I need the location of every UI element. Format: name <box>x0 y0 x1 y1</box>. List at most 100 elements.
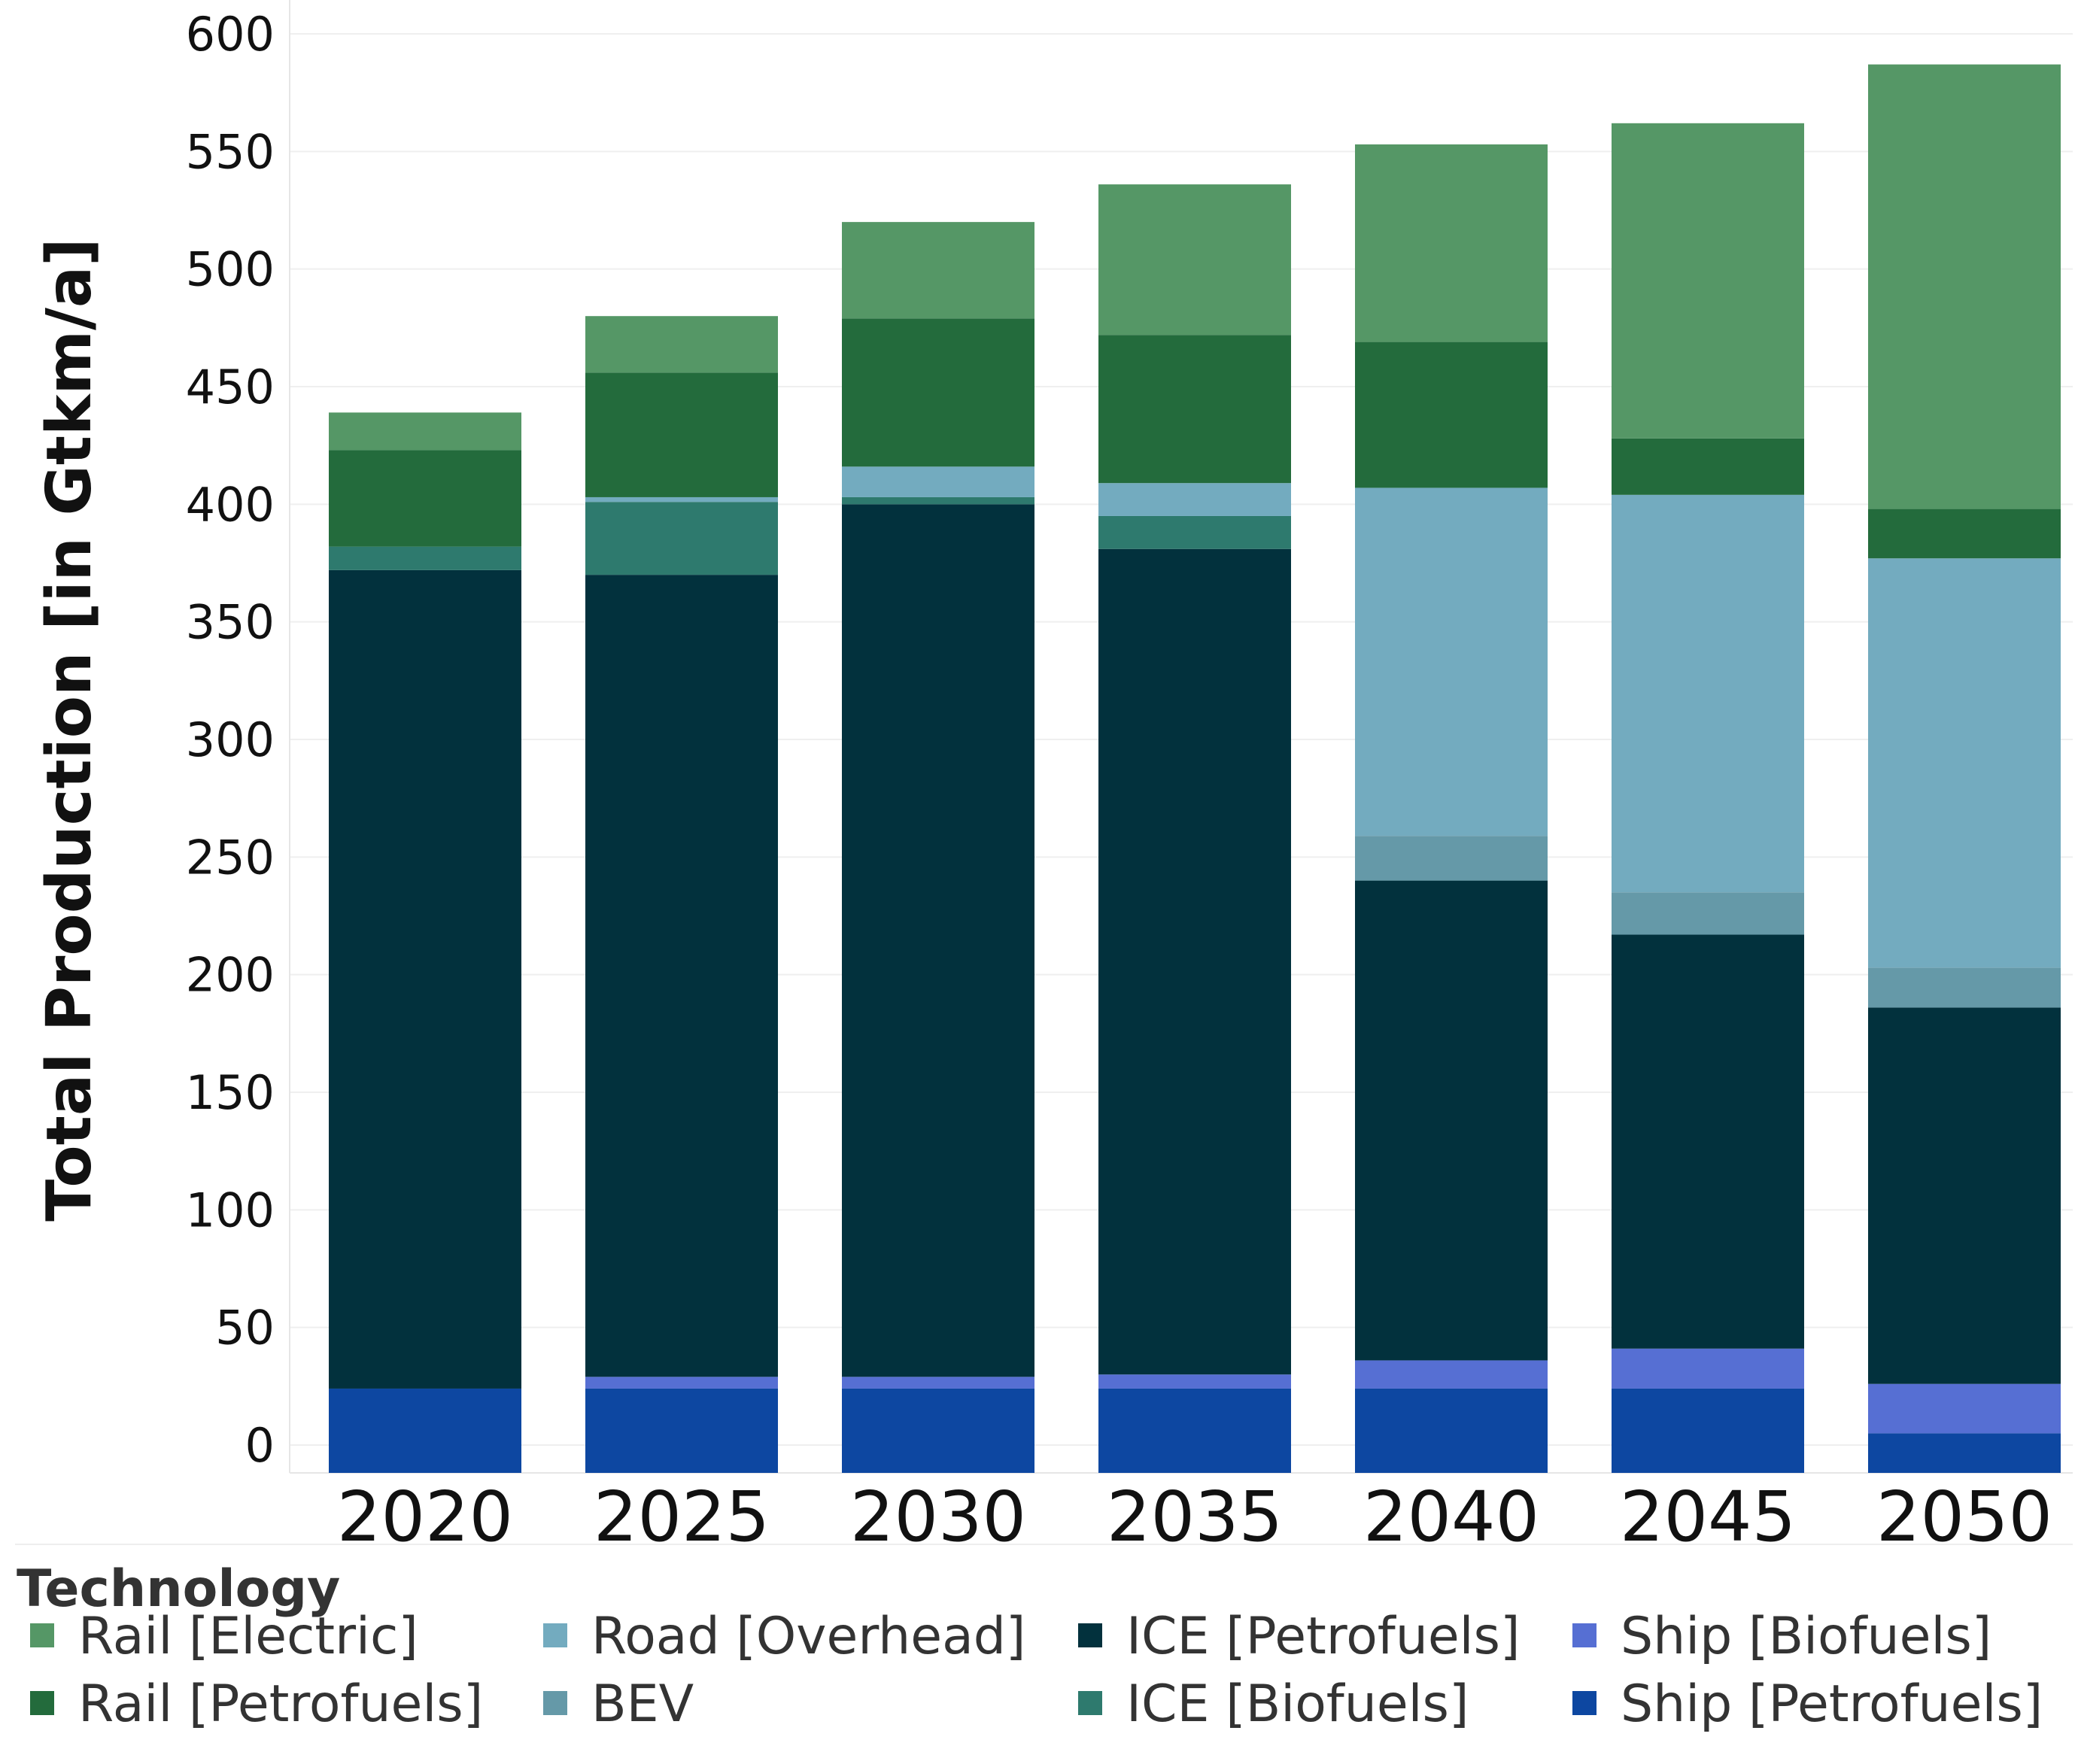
legend-label: Ship [Biofuels] <box>1621 1607 1991 1666</box>
bar-segment <box>1868 1007 2061 1384</box>
legend-label: Road [Overhead] <box>591 1607 1025 1666</box>
bar-segment <box>842 496 1034 505</box>
bar-segment <box>1868 1383 2061 1434</box>
bar-segment <box>585 1377 778 1389</box>
bar-segment <box>1868 1433 2061 1445</box>
bar-segment <box>1355 836 1548 881</box>
bar-segment <box>1098 1388 1291 1445</box>
bar-segment <box>1612 1348 1804 1389</box>
bar-segment <box>329 450 521 547</box>
bar-segment <box>585 316 778 373</box>
legend-label: BEV <box>591 1674 694 1734</box>
bar-segment <box>1098 548 1291 1375</box>
bar-stack-2050 <box>1868 64 2061 1473</box>
legend: Technology Rail [Electric] Rail [Petrofue… <box>17 1559 2043 1734</box>
bar-segment <box>842 318 1034 467</box>
bar-segment <box>585 502 778 575</box>
y-tick-labels: 0 50 100 150 200 250 300 350 400 450 500 550 600 <box>186 7 275 1473</box>
y-tick-label: 0 <box>245 1418 275 1473</box>
bar-segment <box>1355 487 1548 836</box>
y-tick-label: 500 <box>186 242 275 297</box>
legend-swatch <box>543 1623 567 1647</box>
legend-label: ICE [Petrofuels] <box>1126 1607 1521 1666</box>
legend-swatch <box>1572 1691 1597 1715</box>
bar-segment <box>1612 892 1804 935</box>
x-tick-label: 2035 <box>1107 1477 1283 1557</box>
bar-base <box>1612 1445 1804 1473</box>
bar-segment <box>329 569 521 1389</box>
y-tick-label: 350 <box>186 595 275 650</box>
x-tick-label: 2030 <box>850 1477 1026 1557</box>
x-tick-label: 2040 <box>1363 1477 1539 1557</box>
bar-segment <box>329 1388 521 1445</box>
bar-segment <box>842 1388 1034 1445</box>
legend-label: Rail [Petrofuels] <box>78 1674 483 1734</box>
legend-swatch <box>1078 1691 1102 1715</box>
bar-segment <box>1868 64 2061 509</box>
bar-base <box>329 1445 521 1473</box>
bar-segment <box>1868 509 2061 559</box>
y-axis-label: Total Production [in Gtkm/a] <box>34 238 105 1221</box>
x-tick-label: 2050 <box>1876 1477 2052 1557</box>
bar-segment <box>842 504 1034 1377</box>
legend-swatch <box>30 1623 54 1647</box>
legend-swatch <box>1078 1623 1102 1647</box>
bar-segment <box>1098 515 1291 549</box>
bar-segment <box>1612 494 1804 893</box>
bar-segment <box>585 372 778 497</box>
bar-base <box>585 1445 778 1473</box>
bar-stack-2040 <box>1355 144 1548 1473</box>
legend-label: Rail [Electric] <box>78 1607 418 1666</box>
y-tick-label: 250 <box>186 830 275 885</box>
bars <box>329 64 2061 1473</box>
bar-segment <box>1355 1360 1548 1389</box>
x-tick-labels: 2020 2025 2030 2035 2040 2045 2050 <box>337 1477 2052 1557</box>
y-tick-label: 600 <box>186 7 275 62</box>
y-tick-label: 100 <box>186 1183 275 1237</box>
legend-title: Technology <box>17 1559 340 1619</box>
bar-segment <box>1612 123 1804 439</box>
bar-segment <box>1355 144 1548 342</box>
bar-segment <box>585 496 778 502</box>
bar-segment <box>329 412 521 451</box>
y-tick-label: 50 <box>215 1301 275 1356</box>
bar-segment <box>1612 1388 1804 1445</box>
bar-base <box>1355 1445 1548 1473</box>
bar-stack-2045 <box>1612 123 1804 1473</box>
bar-segment <box>1612 934 1804 1349</box>
bar-stack-2020 <box>329 412 521 1473</box>
bar-segment <box>585 1388 778 1445</box>
legend-label: ICE [Biofuels] <box>1126 1674 1469 1734</box>
y-tick-label: 200 <box>186 948 275 1003</box>
bar-segment <box>842 1377 1034 1389</box>
bar-base <box>1098 1445 1291 1473</box>
legend-swatch <box>30 1691 54 1715</box>
bar-segment <box>1355 342 1548 488</box>
x-tick-label: 2025 <box>594 1477 770 1557</box>
bar-segment <box>1098 184 1291 335</box>
bar-base <box>842 1445 1034 1473</box>
y-tick-label: 400 <box>186 477 275 532</box>
bar-stack-2030 <box>842 222 1034 1473</box>
y-tick-label: 300 <box>186 712 275 767</box>
bar-segment <box>1868 967 2061 1008</box>
x-tick-label: 2045 <box>1620 1477 1796 1557</box>
bar-stack-2035 <box>1098 184 1291 1473</box>
legend-label: Ship [Petrofuels] <box>1621 1674 2043 1734</box>
bar-segment <box>1355 880 1548 1361</box>
bar-segment <box>1868 558 2061 968</box>
y-tick-label: 150 <box>186 1065 275 1120</box>
legend-swatch <box>543 1691 567 1715</box>
legend-swatch <box>1572 1623 1597 1647</box>
bar-segment <box>842 222 1034 319</box>
bar-segment <box>1098 335 1291 484</box>
y-tick-label: 450 <box>186 360 275 414</box>
bar-segment <box>1355 1388 1548 1445</box>
bar-segment <box>329 546 521 570</box>
bar-segment <box>1098 483 1291 516</box>
bar-segment <box>1098 1374 1291 1389</box>
bar-segment <box>1612 438 1804 495</box>
bar-segment <box>585 575 778 1377</box>
y-tick-label: 550 <box>186 124 275 179</box>
